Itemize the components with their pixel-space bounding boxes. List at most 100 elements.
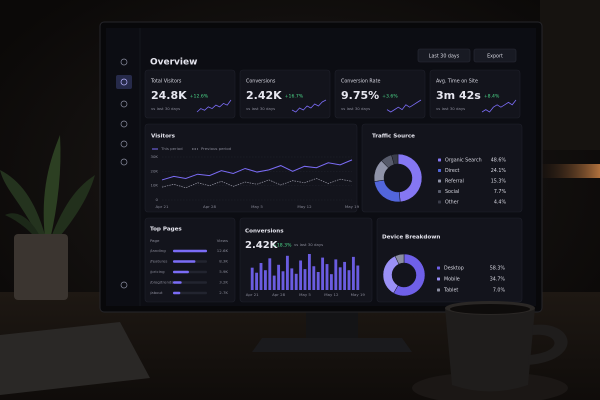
page-views: 2.7K <box>219 290 228 295</box>
column-header: Views <box>217 238 228 243</box>
y-tick-label: 30K <box>150 154 158 159</box>
x-tick-label: May 12 <box>297 204 312 209</box>
bar <box>277 264 281 290</box>
y-tick-label: 20K <box>150 168 158 173</box>
bar <box>250 267 254 290</box>
bar <box>255 272 259 290</box>
conversions-value: 2.42K <box>245 240 279 251</box>
bar <box>338 267 342 290</box>
legend-label: This period <box>160 146 183 151</box>
page-views: 5.9K <box>219 269 228 274</box>
export-button-label[interactable]: Export <box>487 54 503 60</box>
range-button-label[interactable]: Last 30 days <box>429 54 460 60</box>
bar <box>259 263 263 290</box>
sparkline <box>481 99 517 113</box>
bar <box>173 249 207 253</box>
traffic-card <box>361 123 523 213</box>
bar <box>294 273 298 290</box>
legend-dot <box>438 169 441 172</box>
bar-track <box>173 291 207 295</box>
nav-icon[interactable] <box>120 58 128 66</box>
nav-active[interactable] <box>116 75 132 89</box>
window-glow <box>535 164 600 178</box>
sidebar <box>116 28 141 306</box>
visitors-title: Visitors <box>151 134 176 140</box>
bar <box>173 260 196 263</box>
page-path: /about <box>150 290 163 295</box>
kpi-card <box>429 69 521 119</box>
sparkline <box>386 99 422 113</box>
bar <box>290 268 294 290</box>
donut-segment <box>391 153 399 165</box>
bar <box>312 266 316 290</box>
legend-dot <box>438 158 441 162</box>
y-tick-label: 10K <box>150 183 158 188</box>
bar <box>173 270 189 274</box>
bar <box>334 259 338 290</box>
kpi-change: +12.6% <box>190 94 209 100</box>
legend-dot <box>438 200 441 204</box>
plant <box>0 135 95 300</box>
kpi-value: 9.75% <box>341 89 379 102</box>
kpi-label: Total Visitors <box>150 79 182 85</box>
visitors-card <box>144 123 358 213</box>
page-path: /pricing <box>150 269 165 274</box>
nav-icon[interactable] <box>120 78 128 86</box>
export-button[interactable] <box>473 48 517 63</box>
wall-shelf <box>540 0 600 150</box>
kpi-note: vs last 30 days <box>246 106 275 111</box>
kpi-note: vs last 30 days <box>436 106 465 111</box>
monitor-stand <box>252 310 412 352</box>
kpi-note: vs last 30 days <box>341 106 370 111</box>
page-path: /landing <box>150 248 166 253</box>
range-button[interactable] <box>417 48 471 63</box>
legend-label: Referral <box>445 179 464 185</box>
device-title: Device Breakdown <box>382 235 440 241</box>
bar <box>263 270 267 290</box>
page-views: 8.3K <box>219 259 228 264</box>
legend-value: 7.7% <box>494 189 507 195</box>
legend-dot <box>437 266 440 270</box>
bar <box>329 274 333 290</box>
legend-value: 34.7% <box>490 277 506 283</box>
x-tick-label: May 5 <box>299 292 311 297</box>
conversions-note: vs last 30 days <box>294 242 323 247</box>
legend-label: Direct <box>445 168 459 174</box>
legend-value: 48.6% <box>491 158 507 164</box>
sparkline <box>291 99 327 113</box>
bar <box>347 270 351 290</box>
x-tick-label: Apr 21 <box>246 292 259 297</box>
sparkline <box>196 99 232 113</box>
legend-label: Tablet <box>443 288 458 294</box>
nav-icon[interactable] <box>120 281 128 289</box>
x-tick-label: May 5 <box>251 204 263 209</box>
nav-icon[interactable] <box>120 100 128 108</box>
legend-dot <box>437 277 440 281</box>
bar <box>316 272 320 290</box>
bar <box>356 265 360 290</box>
x-tick-label: Apr 28 <box>203 204 216 209</box>
bar <box>272 275 276 290</box>
column-header: Page <box>150 238 160 243</box>
y-tick-label: 0 <box>156 197 159 202</box>
kpi-label: Conversion Rate <box>341 79 380 85</box>
bar <box>343 261 347 290</box>
nav-icon[interactable] <box>120 140 128 148</box>
line-series <box>161 178 353 189</box>
legend-value: 58.3% <box>490 266 506 272</box>
donut-segment <box>393 253 426 297</box>
notebook <box>0 322 150 395</box>
kpi-value: 2.42K <box>246 89 282 102</box>
nav-icon[interactable] <box>120 158 128 166</box>
line-series <box>161 159 353 181</box>
top-pages-title: Top Pages <box>150 227 182 233</box>
nav-icon[interactable] <box>120 120 128 128</box>
bar <box>173 281 182 284</box>
kpi-change: +8.4% <box>484 94 500 100</box>
legend-value: 15.3% <box>491 179 507 185</box>
page-path: /features <box>150 259 167 264</box>
kpi-label: Conversions <box>246 79 276 85</box>
legend-label: Mobile <box>444 277 460 283</box>
donut-segment <box>394 253 405 265</box>
